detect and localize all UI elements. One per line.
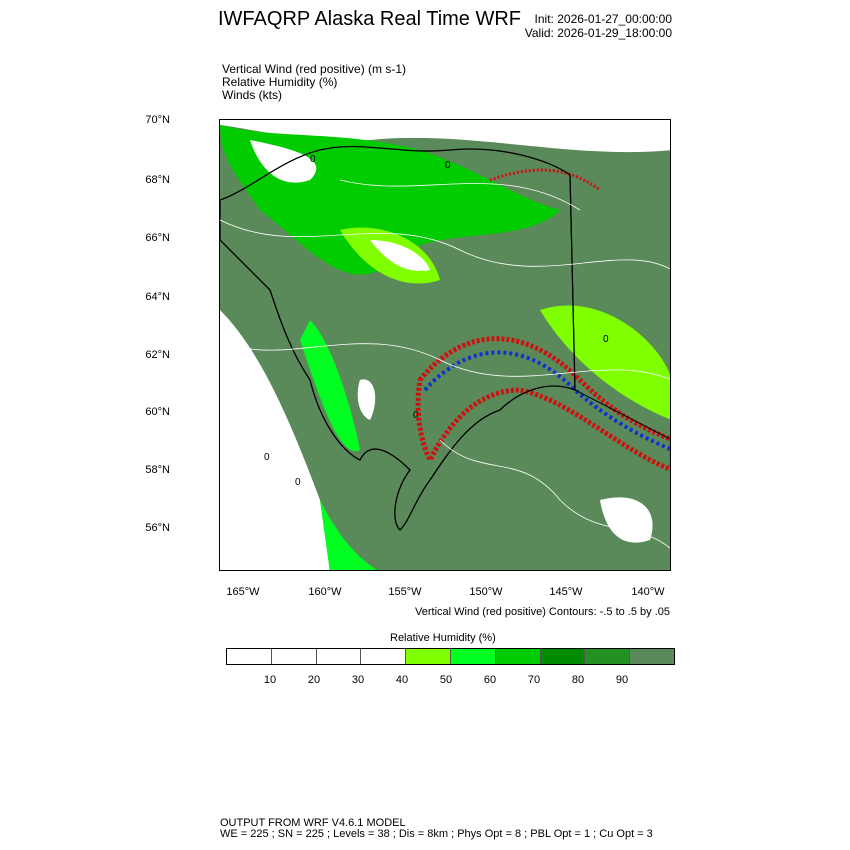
field-list: Vertical Wind (red positive) (m s-1) Rel… [222, 63, 406, 102]
lon-label: 140°W [631, 586, 665, 598]
vertical-wind-north [489, 168, 601, 192]
contour-label: 0 [295, 477, 301, 488]
colorbar-label: 30 [351, 674, 365, 686]
colorbar-swatch [227, 649, 272, 664]
rh-clear-patch3 [357, 379, 376, 420]
colorbar-swatch [585, 649, 631, 664]
lat-label: 58°N [145, 464, 170, 476]
border-canada [569, 174, 670, 440]
contour-label: 0 [603, 334, 609, 345]
footer-model: OUTPUT FROM WRF V4.6.1 MODEL [220, 817, 406, 829]
colorbar-swatch [361, 649, 407, 664]
coastline-alaska [220, 145, 576, 531]
init-time: Init: 2026-01-27_00:00:00 [534, 12, 672, 26]
valid-time: Valid: 2026-01-29_18:00:00 [524, 26, 672, 40]
rh-band-west [300, 320, 360, 452]
colorbar-label: 40 [395, 674, 409, 686]
colorbar-label: 20 [307, 674, 321, 686]
field-vertical-wind: Vertical Wind (red positive) (m s-1) [222, 62, 407, 76]
colorbar-label: 80 [571, 674, 585, 686]
colorbar-label: 60 [483, 674, 497, 686]
rh-clear-patch2 [370, 240, 430, 271]
colorbar [226, 648, 675, 665]
vertical-wind-positive [415, 336, 670, 472]
contour-label: 0 [310, 154, 316, 165]
contour-label: 0 [413, 410, 419, 421]
field-rh: Relative Humidity (%) [222, 75, 338, 89]
colorbar-title: Relative Humidity (%) [390, 632, 496, 644]
rh-clear-north [220, 120, 670, 153]
contour-note: Vertical Wind (red positive) Contours: -… [415, 606, 670, 618]
colorbar-swatch [630, 649, 674, 664]
rh-clear-west [220, 310, 330, 570]
field-winds: Winds (kts) [222, 88, 282, 102]
footer: OUTPUT FROM WRF V4.6.1 MODEL WE = 225 ; … [220, 818, 653, 840]
plot-title: IWFAQRP Alaska Real Time WRF [218, 8, 522, 30]
time-info: Init: 2026-01-27_00:00:00 Valid: 2026-01… [525, 12, 672, 40]
vertical-wind-negative [423, 350, 670, 452]
rh-clear-patch [250, 140, 317, 183]
contour-label: 0 [264, 452, 270, 463]
colorbar-swatch [495, 649, 541, 664]
lon-label: 150°W [469, 586, 503, 598]
colorbar-label: 90 [615, 674, 629, 686]
map-panel: 0 0 0 0 0 0 [219, 119, 671, 571]
lat-label: 64°N [145, 291, 170, 303]
lat-label: 70°N [145, 114, 170, 126]
colorbar-swatch [406, 649, 451, 664]
lon-label: 145°W [549, 586, 583, 598]
colorbar-swatch [540, 649, 586, 664]
lon-label: 160°W [308, 586, 342, 598]
colorbar-label: 50 [439, 674, 453, 686]
lon-label: 165°W [226, 586, 260, 598]
map-svg: 0 0 0 0 0 0 [220, 120, 670, 570]
lat-label: 62°N [145, 349, 170, 361]
colorbar-swatch [450, 649, 496, 664]
lat-label: 56°N [145, 522, 170, 534]
lat-label: 60°N [145, 406, 170, 418]
footer-config: WE = 225 ; SN = 225 ; Levels = 38 ; Dis … [220, 828, 653, 840]
rh-clear-se [600, 497, 653, 543]
lat-label: 68°N [145, 174, 170, 186]
colorbar-label: 10 [263, 674, 277, 686]
rh-band-sw [320, 500, 377, 570]
colorbar-swatch [316, 649, 362, 664]
lat-label: 66°N [145, 232, 170, 244]
colorbar-label: 70 [527, 674, 541, 686]
lon-label: 155°W [388, 586, 422, 598]
colorbar-swatch [271, 649, 317, 664]
rh-contours [220, 179, 670, 549]
contour-label: 0 [445, 160, 451, 171]
rh-light-east [540, 305, 670, 420]
